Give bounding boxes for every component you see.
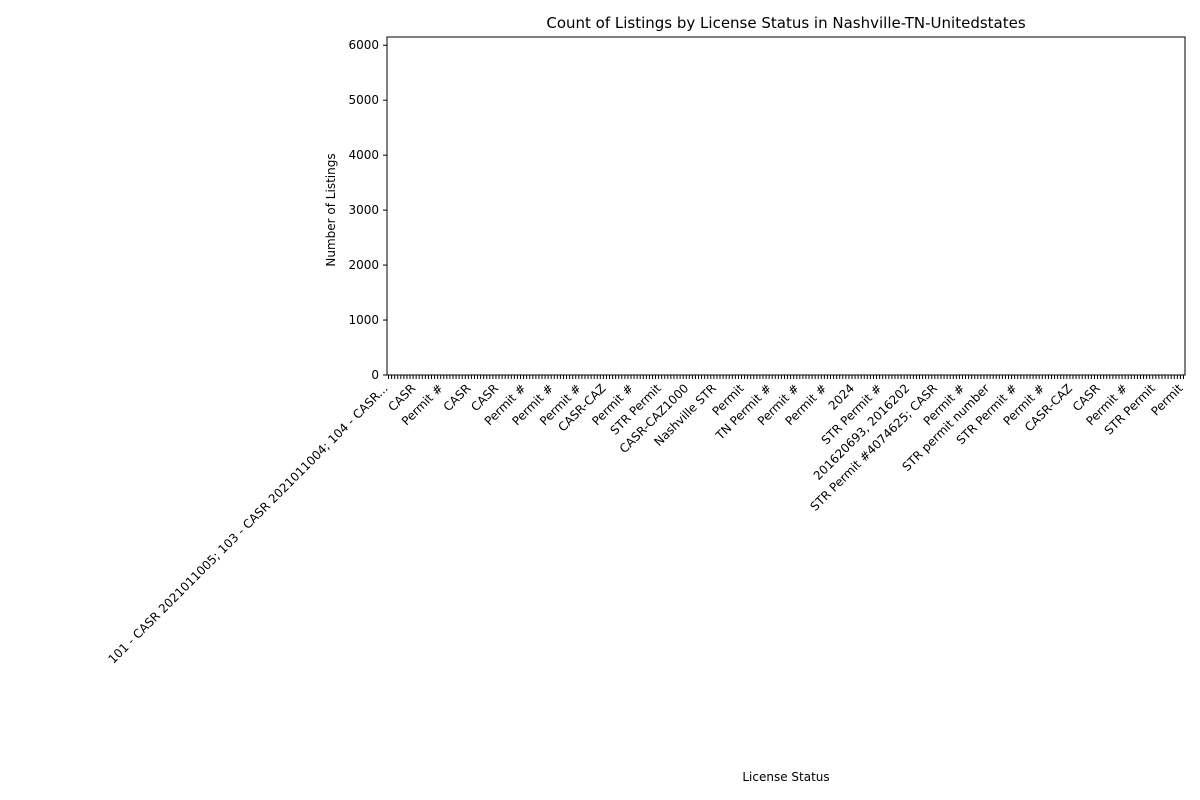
y-tick-label: 6000: [348, 38, 379, 52]
y-tick-label: 1000: [348, 313, 379, 327]
plot-frame: [386, 36, 1186, 376]
x-axis: 101 - CASR 2021011005; 103 - CASR 202101…: [105, 375, 1186, 666]
y-tick-label: 3000: [348, 203, 379, 217]
x-tick-label: Permit: [1148, 381, 1185, 418]
y-axis: 0 1000 2000 3000 4000 5000 6000: [348, 38, 387, 382]
x-tick-label: 101 - CASR 2021011005; 103 - CASR 202101…: [105, 381, 390, 666]
x-tick-label: CASR: [441, 381, 474, 414]
chart-title: Count of Listings by License Status in N…: [546, 14, 1025, 32]
y-tick-label: 2000: [348, 258, 379, 272]
y-axis-label: Number of Listings: [324, 153, 338, 266]
x-axis-label: License Status: [742, 770, 829, 784]
y-tick-label: 4000: [348, 148, 379, 162]
y-tick-label: 0: [371, 368, 379, 382]
y-tick-label: 5000: [348, 93, 379, 107]
